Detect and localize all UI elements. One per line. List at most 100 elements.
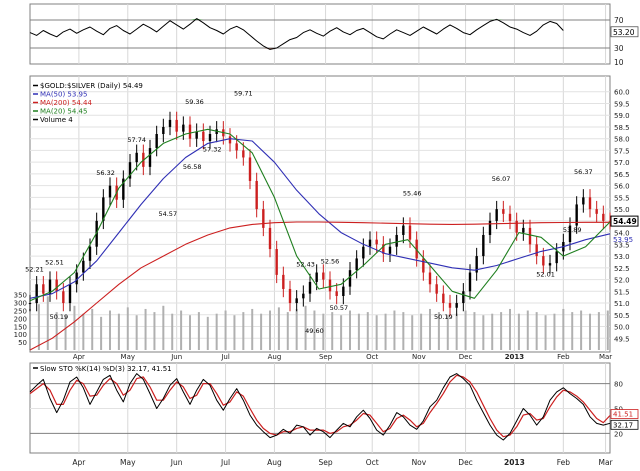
volume-bar: [420, 313, 423, 350]
volume-bar: [46, 296, 49, 350]
price-candle-body: [368, 239, 372, 247]
price-annotation-label: 52.01: [536, 270, 555, 278]
price-annotation-label: 54.57: [158, 210, 177, 218]
price-candle-body: [208, 134, 212, 142]
price-x-label: Nov: [412, 353, 426, 361]
price-candle-body: [195, 131, 198, 139]
volume-bar: [82, 313, 85, 350]
price-candle-body: [342, 286, 345, 296]
price-candle-body: [288, 288, 292, 304]
price-tick-label: 59.0: [614, 112, 630, 120]
price-candle-body: [295, 298, 298, 304]
price-candle-body: [75, 272, 78, 285]
price-candle-body: [188, 124, 192, 139]
price-candle-body: [202, 131, 205, 142]
volume-bar: [153, 312, 156, 350]
price-candle-body: [355, 258, 358, 271]
price-x-label: Aug: [268, 353, 282, 361]
price-x-label: Jul: [220, 353, 230, 361]
price-candle-body: [468, 272, 472, 292]
stochastic-tick-label: 80: [614, 381, 623, 389]
volume-bar: [437, 312, 440, 350]
price-tick-label: 55.0: [614, 206, 630, 214]
price-tick-label: 57.5: [614, 147, 630, 155]
price-candle-body: [388, 246, 392, 254]
price-tick-label: 58.5: [614, 124, 630, 132]
price-candle-body: [408, 225, 412, 240]
price-candle-body: [595, 209, 598, 214]
volume-bar: [349, 310, 351, 350]
price-panel-frame: [29, 75, 611, 353]
volume-bar: [64, 315, 67, 350]
price-candle-body: [328, 279, 332, 292]
stochastic-tick-label: 20: [614, 430, 623, 438]
price-candle-body: [248, 157, 252, 181]
volume-bar: [206, 316, 209, 350]
price-candle-body: [102, 197, 105, 221]
price-tick-label: 54.0: [614, 230, 630, 238]
stochastic-x-labels: Apr May Jun Jul Aug Sep Oct Nov Dec 2013 Feb Mar: [72, 458, 613, 467]
volume-bar: [606, 310, 609, 350]
price-last-value-label: 54.49: [613, 217, 637, 226]
volume-bar: [597, 312, 600, 350]
rsi-tick-label: 10: [614, 58, 624, 67]
price-annotation-label: 56.58: [183, 163, 202, 171]
price-tick-label: 56.0: [614, 183, 630, 191]
volume-bar: [242, 312, 245, 350]
moving-average-line: [29, 138, 611, 299]
rsi-last-value-label: 53.20: [613, 28, 635, 37]
volume-tick-label: 100: [14, 331, 27, 339]
price-candle-body: [155, 134, 158, 149]
price-annotation-label: 59.36: [185, 98, 204, 106]
stochastic-k-last-tag: [610, 419, 639, 430]
volume-bar: [446, 315, 449, 350]
stochastic-x-label: Mar: [598, 458, 613, 467]
price-x-label: Oct: [366, 353, 378, 361]
price-candle-body: [88, 246, 92, 261]
price-candle-body: [568, 225, 572, 242]
price-candle-body: [168, 119, 172, 127]
price-tick-label: 50.5: [614, 312, 630, 320]
price-candle-body: [262, 209, 265, 228]
price-last-value-tags: 54.49 53.95: [610, 215, 639, 244]
stochastic-k-line: [29, 373, 611, 441]
volume-bar: [73, 305, 76, 350]
stochastic-d-last-tag: [610, 409, 639, 419]
price-candle-body: [82, 260, 85, 273]
volume-tick-label: 200: [14, 315, 27, 323]
volume-bar: [535, 312, 538, 350]
price-candle-body: [322, 272, 325, 280]
volume-bar: [135, 315, 138, 350]
volume-bar: [455, 313, 458, 350]
price-tick-label: 59.5: [614, 100, 630, 108]
price-candle-body: [535, 244, 538, 257]
price-annotation-label: 57.32: [203, 146, 222, 154]
volume-bar: [393, 310, 396, 350]
price-candle-body: [48, 279, 52, 294]
volume-bar: [117, 313, 120, 350]
price-candle-body: [402, 225, 405, 235]
price-tick-label: 53.0: [614, 253, 630, 261]
price-candle-body: [375, 239, 378, 245]
stochastic-d-last-label: 41.51: [613, 411, 633, 419]
price-tick-label: 52.5: [614, 265, 630, 273]
price-candle-body: [522, 227, 525, 233]
price-annotation-label: 55.46: [403, 189, 422, 197]
volume-bar: [429, 308, 431, 350]
stochastic-series: [29, 373, 611, 441]
price-candle-body: [515, 220, 518, 233]
stochastic-x-label: Oct: [366, 458, 379, 467]
volume-bar: [91, 308, 94, 350]
price-annotation-label: 56.37: [574, 168, 593, 176]
price-candle-body: [308, 281, 312, 294]
price-tick-label: 51.0: [614, 300, 630, 308]
volume-bar: [100, 316, 103, 350]
rsi-series: [29, 18, 564, 50]
price-candle-body: [62, 291, 65, 304]
price-x-label: Jun: [170, 353, 182, 361]
